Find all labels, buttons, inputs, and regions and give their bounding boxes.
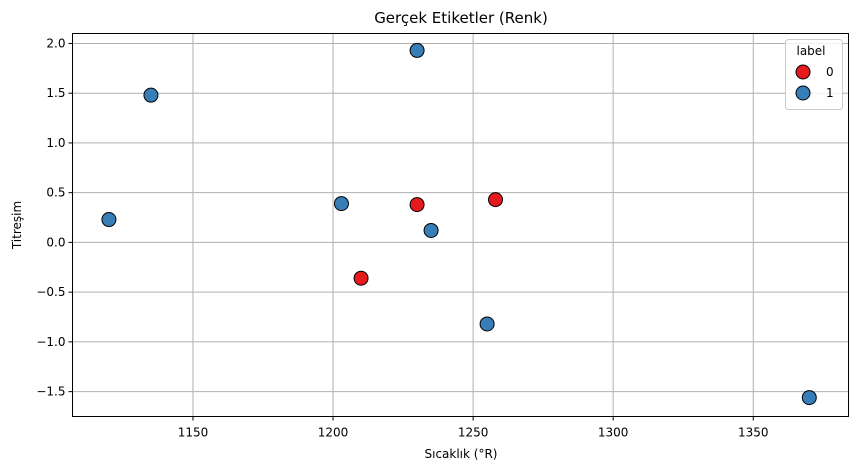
data-point-label-1 [409, 42, 425, 58]
grid-lines [72, 33, 849, 417]
x-tick-label: 1250 [458, 426, 489, 440]
y-axis-ticks: −1.5 −1.0 −0.5 0.0 0.5 1.0 1.5 2.0 [36, 36, 73, 399]
y-tick-label: 1.5 [46, 86, 65, 100]
legend: label 0 1 [785, 39, 843, 110]
data-point-label-1 [333, 196, 349, 212]
data-point-label-0 [409, 197, 425, 213]
x-tick-label: 1300 [598, 426, 629, 440]
legend-marker-0 [795, 64, 811, 80]
y-tick-label: −0.5 [36, 285, 65, 299]
data-point-label-1 [143, 87, 159, 103]
legend-marker-1 [795, 85, 811, 101]
y-tick-label: 1.0 [46, 136, 65, 150]
data-point-label-1 [801, 390, 817, 406]
data-point-label-1 [423, 222, 439, 238]
y-tick-label: 2.0 [46, 36, 65, 50]
y-tick-label: 0.0 [46, 235, 65, 249]
legend-title: label [796, 44, 825, 58]
data-point-label-1 [479, 316, 495, 332]
legend-label-0: 0 [826, 65, 834, 79]
y-axis-label: Titreşim [10, 201, 24, 250]
x-tick-label: 1200 [318, 426, 349, 440]
y-tick-label: −1.0 [36, 335, 65, 349]
data-points [101, 42, 817, 406]
y-tick-label: −1.5 [36, 385, 65, 399]
data-point-label-0 [488, 192, 504, 208]
legend-label-1: 1 [826, 86, 834, 100]
data-point-label-1 [101, 212, 117, 228]
x-tick-label: 1150 [178, 426, 209, 440]
data-point-label-0 [353, 270, 369, 286]
plot-frame [72, 33, 849, 417]
x-axis-label: Sıcaklık (°R) [425, 447, 498, 461]
y-tick-label: 0.5 [46, 186, 65, 200]
x-tick-label: 1350 [738, 426, 769, 440]
x-axis-ticks: 1150 1200 1250 1300 1350 [178, 416, 769, 440]
chart-title: Gerçek Etiketler (Renk) [374, 9, 548, 27]
